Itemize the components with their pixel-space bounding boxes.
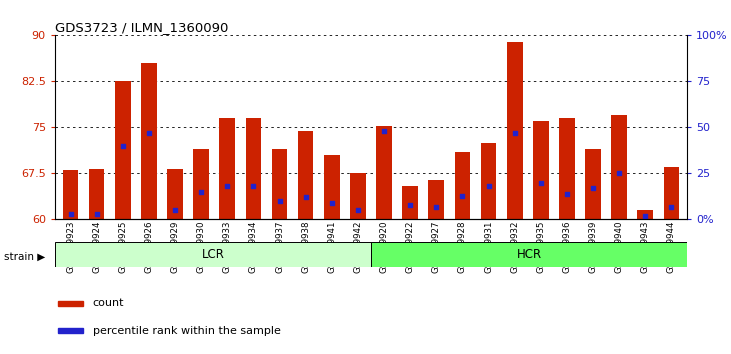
Point	[666, 204, 678, 210]
Point	[352, 207, 364, 213]
Text: GDS3723 / ILMN_1360090: GDS3723 / ILMN_1360090	[55, 21, 228, 34]
Bar	[193, 149, 209, 219]
Point	[64, 211, 76, 217]
Bar	[428, 179, 444, 219]
Point	[587, 185, 599, 191]
Bar	[481, 143, 496, 219]
Bar	[88, 169, 105, 219]
Bar	[246, 118, 261, 219]
Bar	[637, 210, 654, 219]
Text: percentile rank within the sample: percentile rank within the sample	[93, 326, 281, 336]
Bar	[324, 155, 340, 219]
Bar	[219, 118, 235, 219]
Bar	[58, 328, 83, 333]
Bar	[559, 118, 575, 219]
Bar	[141, 63, 156, 219]
Point	[404, 202, 416, 207]
Point	[221, 183, 233, 189]
Point	[143, 130, 155, 136]
Bar	[167, 169, 183, 219]
Point	[326, 200, 338, 206]
Bar	[350, 173, 366, 219]
Text: HCR: HCR	[517, 249, 542, 261]
Bar	[586, 149, 601, 219]
Point	[195, 189, 207, 195]
Text: strain ▶: strain ▶	[4, 252, 45, 262]
Point	[535, 180, 547, 185]
Point	[378, 128, 390, 134]
Point	[640, 213, 651, 219]
Point	[613, 171, 625, 176]
Text: LCR: LCR	[202, 249, 224, 261]
Bar	[507, 41, 523, 219]
Point	[509, 130, 520, 136]
Bar	[298, 131, 314, 219]
Bar	[664, 167, 679, 219]
Bar	[115, 81, 131, 219]
Bar	[63, 170, 78, 219]
Point	[457, 193, 469, 198]
Bar	[272, 149, 287, 219]
Point	[248, 183, 260, 189]
Point	[300, 195, 311, 200]
Point	[91, 211, 102, 217]
Point	[169, 207, 181, 213]
Bar	[402, 186, 418, 219]
Point	[561, 191, 573, 196]
Point	[273, 198, 285, 204]
Point	[431, 204, 442, 210]
Bar	[533, 121, 549, 219]
Bar	[55, 242, 371, 267]
Point	[117, 143, 129, 149]
Point	[482, 183, 494, 189]
Bar	[58, 301, 83, 306]
Bar	[376, 126, 392, 219]
Text: count: count	[93, 298, 124, 308]
Bar	[371, 242, 687, 267]
Bar	[455, 152, 470, 219]
Bar	[611, 115, 627, 219]
